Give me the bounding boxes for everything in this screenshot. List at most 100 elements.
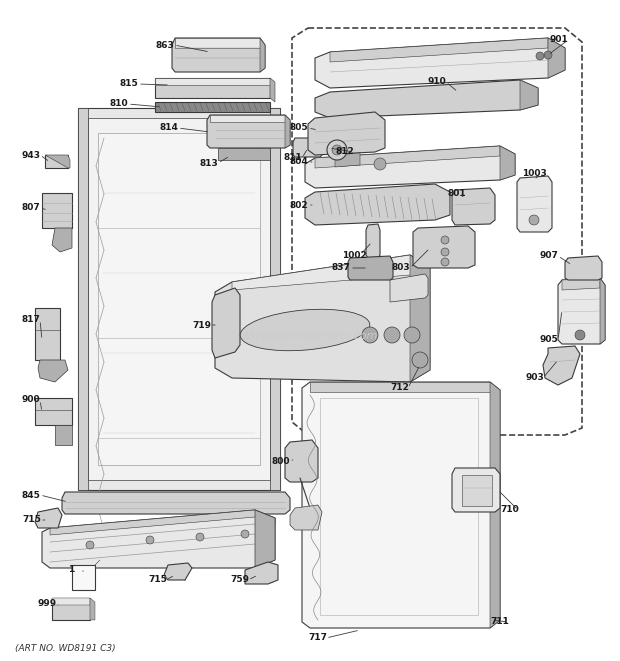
Text: 817: 817: [22, 315, 41, 325]
Polygon shape: [305, 184, 450, 225]
Circle shape: [441, 236, 449, 244]
Text: 910: 910: [428, 77, 447, 87]
Polygon shape: [410, 255, 430, 382]
Polygon shape: [218, 148, 270, 160]
Text: 943: 943: [22, 151, 41, 159]
Polygon shape: [175, 38, 260, 48]
Circle shape: [146, 536, 154, 544]
Polygon shape: [600, 278, 605, 344]
Polygon shape: [52, 598, 90, 620]
Polygon shape: [52, 598, 90, 605]
Polygon shape: [452, 188, 495, 225]
Polygon shape: [490, 382, 500, 628]
Polygon shape: [155, 78, 270, 98]
Text: 815: 815: [120, 79, 139, 89]
Text: 715: 715: [148, 576, 167, 584]
Polygon shape: [366, 224, 380, 258]
Circle shape: [384, 327, 400, 343]
Polygon shape: [558, 278, 605, 344]
Polygon shape: [335, 153, 360, 167]
Polygon shape: [55, 425, 72, 445]
Polygon shape: [88, 118, 270, 480]
Text: 901: 901: [550, 36, 569, 44]
Text: 711: 711: [490, 617, 509, 627]
Text: 710: 710: [500, 506, 519, 514]
Polygon shape: [245, 562, 278, 584]
Polygon shape: [290, 505, 322, 530]
Text: 863: 863: [156, 40, 175, 50]
Polygon shape: [78, 108, 88, 490]
Polygon shape: [330, 38, 548, 62]
Polygon shape: [50, 510, 275, 535]
Polygon shape: [500, 146, 515, 180]
Polygon shape: [270, 78, 275, 102]
Text: 812: 812: [336, 147, 355, 157]
Text: eReplacementParts.com: eReplacementParts.com: [242, 331, 378, 341]
Text: (ART NO. WD8191 C3): (ART NO. WD8191 C3): [15, 644, 115, 652]
Polygon shape: [517, 176, 552, 232]
Polygon shape: [207, 115, 290, 148]
Polygon shape: [305, 146, 515, 188]
Circle shape: [536, 52, 544, 60]
Ellipse shape: [240, 309, 370, 351]
Text: 719: 719: [192, 321, 211, 329]
Polygon shape: [293, 138, 322, 157]
Circle shape: [332, 145, 342, 155]
Text: 900: 900: [22, 395, 41, 405]
Circle shape: [441, 258, 449, 266]
Polygon shape: [90, 598, 95, 620]
Text: 801: 801: [448, 190, 467, 198]
Text: 814: 814: [160, 124, 179, 132]
Polygon shape: [452, 468, 500, 512]
Text: 907: 907: [540, 251, 559, 260]
Circle shape: [544, 51, 552, 59]
Polygon shape: [308, 112, 385, 155]
Polygon shape: [35, 308, 60, 360]
Polygon shape: [38, 360, 68, 382]
Polygon shape: [35, 508, 62, 528]
Polygon shape: [45, 155, 70, 168]
Circle shape: [241, 530, 249, 538]
Polygon shape: [315, 38, 565, 88]
Circle shape: [412, 352, 428, 368]
Text: 712: 712: [390, 383, 409, 393]
Polygon shape: [520, 80, 538, 110]
Text: 805: 805: [290, 124, 309, 132]
Text: 903: 903: [525, 373, 544, 383]
Polygon shape: [462, 475, 492, 506]
Text: 803: 803: [392, 264, 410, 272]
Circle shape: [86, 541, 94, 549]
Polygon shape: [315, 80, 538, 118]
Polygon shape: [98, 133, 260, 465]
Polygon shape: [215, 255, 430, 382]
Polygon shape: [210, 115, 285, 122]
Circle shape: [374, 158, 386, 170]
Polygon shape: [72, 565, 95, 590]
Polygon shape: [315, 146, 500, 168]
Text: 845: 845: [22, 490, 41, 500]
Polygon shape: [232, 255, 430, 290]
Polygon shape: [164, 563, 192, 580]
Polygon shape: [270, 108, 280, 490]
Polygon shape: [348, 256, 393, 280]
Text: 1002: 1002: [342, 251, 367, 260]
Polygon shape: [255, 510, 275, 568]
Polygon shape: [45, 155, 68, 168]
Text: 811: 811: [284, 153, 303, 163]
Text: 810: 810: [110, 100, 128, 108]
Circle shape: [327, 140, 347, 160]
Text: 813: 813: [200, 159, 219, 167]
Polygon shape: [42, 510, 275, 568]
Text: 807: 807: [22, 204, 41, 212]
Text: 837: 837: [332, 264, 351, 272]
Polygon shape: [35, 398, 72, 425]
Polygon shape: [260, 38, 265, 72]
Text: 804: 804: [290, 157, 309, 167]
Polygon shape: [548, 38, 565, 78]
Polygon shape: [285, 440, 318, 482]
Polygon shape: [302, 382, 500, 628]
Polygon shape: [172, 38, 265, 72]
Text: 999: 999: [38, 598, 57, 607]
Circle shape: [575, 330, 585, 340]
Circle shape: [362, 327, 378, 343]
